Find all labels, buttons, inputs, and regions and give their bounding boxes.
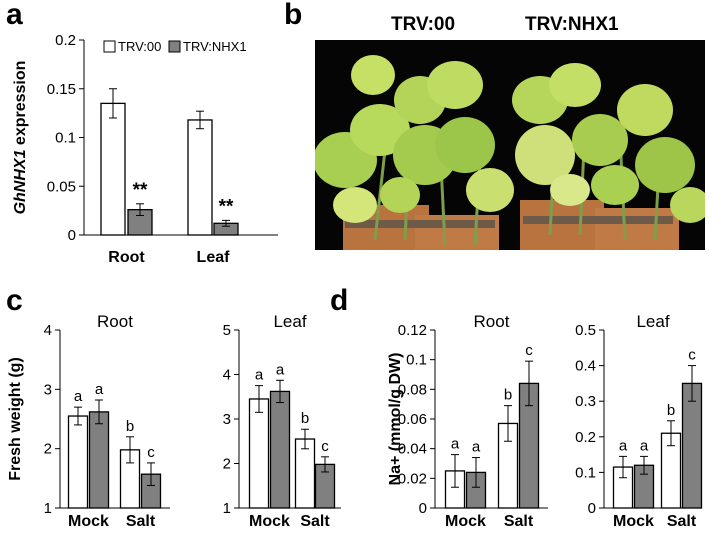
significance-label-c-root: b bbox=[126, 418, 134, 435]
y-axis-label-d-root: Na+ (mmol/g DW) bbox=[387, 353, 404, 486]
significance-label-c-root: a bbox=[74, 388, 83, 405]
y-tick-label-d-leaf: 0.2 bbox=[575, 429, 596, 446]
bar-d-leaf-TRV:NHX1 bbox=[681, 382, 703, 509]
y-tick-label-c-root: 4 bbox=[44, 322, 52, 339]
y-tick-label-c-leaf: 1 bbox=[223, 500, 231, 517]
subplot-title-c-leaf: Leaf bbox=[273, 312, 306, 331]
significance-label-d-root: a bbox=[451, 436, 460, 453]
significance-label-c-root: c bbox=[147, 444, 155, 461]
panel-letter-a: a bbox=[6, 0, 23, 31]
significance-label-a: ** bbox=[133, 180, 148, 201]
y-tick-label-d-leaf: 0 bbox=[588, 500, 596, 517]
pot-right-2 bbox=[595, 208, 679, 250]
bar-a-TRV:00 bbox=[100, 102, 126, 236]
bar-c-leaf-TRV:00 bbox=[294, 438, 316, 509]
y-tick-label-d-root: 0.04 bbox=[398, 441, 427, 458]
y-tick-label-d-root: 0.02 bbox=[398, 470, 427, 487]
y-tick-label-d-leaf: 0.5 bbox=[575, 322, 596, 339]
y-tick-label-d-leaf: 0.4 bbox=[575, 358, 596, 375]
y-tick-label-a: 0.2 bbox=[55, 32, 76, 49]
legend-label-TRV:00: TRV:00 bbox=[118, 39, 161, 54]
y-tick-label-a: 0.1 bbox=[55, 130, 76, 147]
category-label-c-root: Mock bbox=[68, 513, 109, 530]
y-tick-label-a: 0 bbox=[68, 227, 76, 244]
y-axis-label-a: GhNHX1 expression bbox=[12, 61, 29, 215]
category-label-a: Root bbox=[108, 249, 145, 266]
y-tick-label-c-leaf: 5 bbox=[223, 322, 231, 339]
bar-c-root-TRV:00 bbox=[67, 415, 89, 509]
category-label-d-root: Salt bbox=[504, 513, 534, 530]
y-tick-label-a: 0.15 bbox=[47, 81, 76, 98]
photo-label-trvnhx1: TRV:NHX1 bbox=[525, 14, 619, 35]
subplot-title-d-root: Root bbox=[474, 312, 510, 331]
significance-label-c-leaf: c bbox=[321, 438, 329, 455]
subplot-title-c-root: Root bbox=[97, 312, 133, 331]
y-tick-label-c-leaf: 2 bbox=[223, 456, 231, 473]
significance-label-d-leaf: b bbox=[667, 402, 675, 419]
plant-photo-illustration bbox=[315, 40, 705, 250]
panel-letter-c: c bbox=[6, 284, 23, 317]
bar-a-TRV:00 bbox=[187, 119, 213, 236]
y-tick-label-c-leaf: 4 bbox=[223, 367, 231, 384]
y-tick-label-c-root: 3 bbox=[44, 381, 52, 398]
y-tick-label-d-root: 0 bbox=[419, 500, 427, 517]
category-label-c-leaf: Salt bbox=[300, 513, 330, 530]
significance-label-d-root: a bbox=[472, 439, 481, 456]
legend-label-TRV:NHX1: TRV:NHX1 bbox=[183, 39, 247, 54]
y-tick-label-c-root: 2 bbox=[44, 441, 52, 458]
y-tick-label-d-root: 0.12 bbox=[398, 322, 427, 339]
leaves-trv00 bbox=[315, 55, 514, 223]
y-tick-label-d-root: 0.06 bbox=[398, 411, 427, 428]
bar-c-leaf-TRV:NHX1 bbox=[269, 390, 291, 509]
y-tick-label-d-leaf: 0.1 bbox=[575, 464, 596, 481]
significance-label-d-leaf: a bbox=[640, 437, 649, 454]
category-label-d-leaf: Mock bbox=[613, 513, 654, 530]
significance-label-d-root: b bbox=[504, 387, 512, 404]
legend-swatch-TRV:00 bbox=[103, 40, 116, 53]
bar-c-leaf-TRV:00 bbox=[248, 398, 270, 509]
significance-label-a: ** bbox=[219, 196, 234, 217]
y-tick-label-d-root: 0.08 bbox=[398, 381, 427, 398]
bar-c-root-TRV:NHX1 bbox=[88, 411, 110, 509]
category-label-c-leaf: Mock bbox=[249, 513, 290, 530]
significance-label-d-leaf: a bbox=[619, 437, 628, 454]
y-tick-label-c-leaf: 3 bbox=[223, 411, 231, 428]
significance-label-d-root: c bbox=[525, 342, 533, 359]
panel-letter-d: d bbox=[330, 284, 348, 317]
category-label-d-root: Mock bbox=[445, 513, 486, 530]
significance-label-c-leaf: a bbox=[255, 367, 264, 384]
y-axis-label-c-root: Fresh weight (g) bbox=[7, 357, 24, 481]
leaves-trvnhx1 bbox=[512, 63, 705, 223]
y-tick-label-a: 0.05 bbox=[47, 178, 76, 195]
panel-letter-b: b bbox=[284, 0, 302, 31]
subplot-title-d-leaf: Leaf bbox=[636, 312, 669, 331]
significance-label-c-leaf: b bbox=[301, 410, 309, 427]
significance-label-c-leaf: a bbox=[276, 361, 285, 378]
plant-photo bbox=[315, 40, 705, 250]
category-label-c-root: Salt bbox=[126, 513, 156, 530]
y-tick-label-d-leaf: 0.3 bbox=[575, 393, 596, 410]
y-tick-label-d-root: 0.1 bbox=[406, 352, 427, 369]
y-tick-label-c-root: 1 bbox=[44, 500, 52, 517]
category-label-a: Leaf bbox=[197, 249, 231, 266]
photo-label-trv00: TRV:00 bbox=[391, 14, 456, 35]
pot-right-1 bbox=[520, 200, 604, 250]
significance-label-d-leaf: c bbox=[688, 347, 696, 364]
category-label-d-leaf: Salt bbox=[667, 513, 697, 530]
legend-swatch-TRV:NHX1 bbox=[168, 40, 181, 53]
significance-label-c-root: a bbox=[95, 381, 104, 398]
